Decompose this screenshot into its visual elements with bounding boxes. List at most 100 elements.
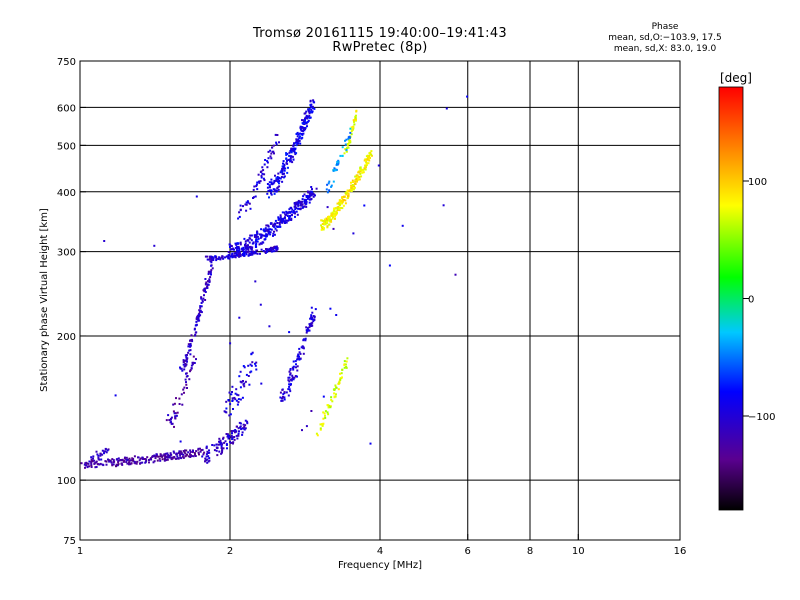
echo-point bbox=[249, 234, 252, 237]
echo-point bbox=[273, 181, 276, 184]
echo-point bbox=[324, 223, 327, 226]
echo-point bbox=[294, 375, 297, 378]
echo-point bbox=[343, 152, 346, 155]
echo-point bbox=[165, 419, 168, 422]
echo-point bbox=[157, 455, 160, 458]
echo-point bbox=[326, 404, 329, 407]
echo-point bbox=[90, 464, 93, 467]
echo-point bbox=[203, 451, 206, 454]
echo-point bbox=[297, 139, 300, 142]
echo-point bbox=[205, 445, 208, 448]
echo-point bbox=[298, 358, 301, 361]
echo-point bbox=[230, 245, 233, 248]
echo-point bbox=[257, 237, 260, 240]
echo-point bbox=[292, 147, 295, 150]
echo-point bbox=[216, 447, 219, 449]
echo-point bbox=[355, 110, 358, 113]
echo-point bbox=[237, 398, 240, 401]
echo-point bbox=[267, 157, 270, 160]
echo-point bbox=[299, 357, 302, 360]
echo-point bbox=[351, 179, 354, 182]
echo-point bbox=[278, 185, 281, 188]
echo-point bbox=[311, 321, 314, 324]
echo-point bbox=[159, 459, 162, 462]
echo-point bbox=[297, 201, 300, 204]
echo-point bbox=[236, 393, 239, 396]
echo-point bbox=[207, 452, 210, 454]
echo-point bbox=[267, 189, 270, 192]
echo-point bbox=[305, 114, 308, 117]
echo-point bbox=[97, 457, 100, 460]
y-tick-label: 100 bbox=[57, 476, 76, 487]
echo-point bbox=[254, 364, 257, 367]
echo-point bbox=[300, 129, 303, 132]
echo-point bbox=[355, 179, 358, 182]
echo-point bbox=[325, 217, 328, 220]
echo-point bbox=[164, 454, 167, 457]
echo-point bbox=[228, 257, 231, 260]
colorbar-tick-label: 100 bbox=[748, 177, 767, 188]
echo-point bbox=[117, 461, 120, 464]
echo-point bbox=[283, 163, 286, 166]
echo-point bbox=[230, 248, 232, 251]
echo-point bbox=[301, 136, 304, 139]
echo-point bbox=[256, 188, 259, 191]
echo-point bbox=[235, 430, 237, 433]
echo-point bbox=[266, 161, 269, 164]
echo-point bbox=[315, 187, 318, 190]
echo-point bbox=[200, 449, 203, 452]
echo-point bbox=[264, 238, 267, 241]
y-tick-label: 750 bbox=[57, 57, 76, 68]
echo-point bbox=[269, 155, 272, 158]
echo-point bbox=[194, 453, 196, 456]
echo-point bbox=[268, 184, 271, 187]
echo-point bbox=[271, 250, 274, 253]
echo-point bbox=[268, 196, 270, 199]
echo-point bbox=[278, 141, 280, 144]
echo-point bbox=[326, 183, 329, 186]
echo-point bbox=[370, 150, 373, 153]
echo-point bbox=[343, 366, 346, 369]
echo-point bbox=[214, 255, 217, 258]
echo-point bbox=[330, 185, 333, 188]
echo-point bbox=[202, 453, 205, 456]
echo-point bbox=[289, 372, 292, 375]
echo-point bbox=[227, 437, 230, 440]
echo-point bbox=[95, 466, 98, 468]
echo-point bbox=[188, 378, 191, 381]
echo-point bbox=[308, 198, 311, 201]
echo-point bbox=[287, 166, 289, 169]
echo-point bbox=[272, 246, 275, 249]
echo-point bbox=[196, 316, 199, 319]
echo-point bbox=[347, 146, 350, 149]
echo-point bbox=[329, 307, 332, 310]
echo-point bbox=[352, 127, 355, 130]
echo-point bbox=[301, 198, 304, 201]
echo-point bbox=[256, 181, 259, 184]
echo-point bbox=[322, 417, 325, 420]
echo-point bbox=[282, 395, 284, 398]
echo-point bbox=[311, 324, 314, 327]
echo-point bbox=[324, 416, 327, 419]
echo-point bbox=[186, 387, 188, 389]
echo-point bbox=[281, 168, 284, 170]
echo-point bbox=[187, 345, 190, 348]
echo-point bbox=[276, 247, 279, 250]
echo-point bbox=[219, 439, 222, 442]
echo-point bbox=[280, 176, 283, 178]
echo-point bbox=[273, 190, 276, 193]
echo-point bbox=[201, 448, 204, 451]
echo-point bbox=[125, 458, 128, 461]
echo-point bbox=[291, 161, 294, 164]
echo-point bbox=[328, 220, 331, 223]
echo-point bbox=[279, 214, 282, 217]
echo-point bbox=[312, 100, 315, 103]
echo-point bbox=[277, 216, 280, 219]
echo-point bbox=[330, 184, 333, 187]
echo-point bbox=[233, 396, 236, 399]
echo-point bbox=[341, 201, 344, 204]
echo-point bbox=[281, 221, 283, 224]
echo-point bbox=[245, 209, 248, 212]
echo-point bbox=[197, 318, 200, 321]
echo-point bbox=[179, 366, 181, 369]
